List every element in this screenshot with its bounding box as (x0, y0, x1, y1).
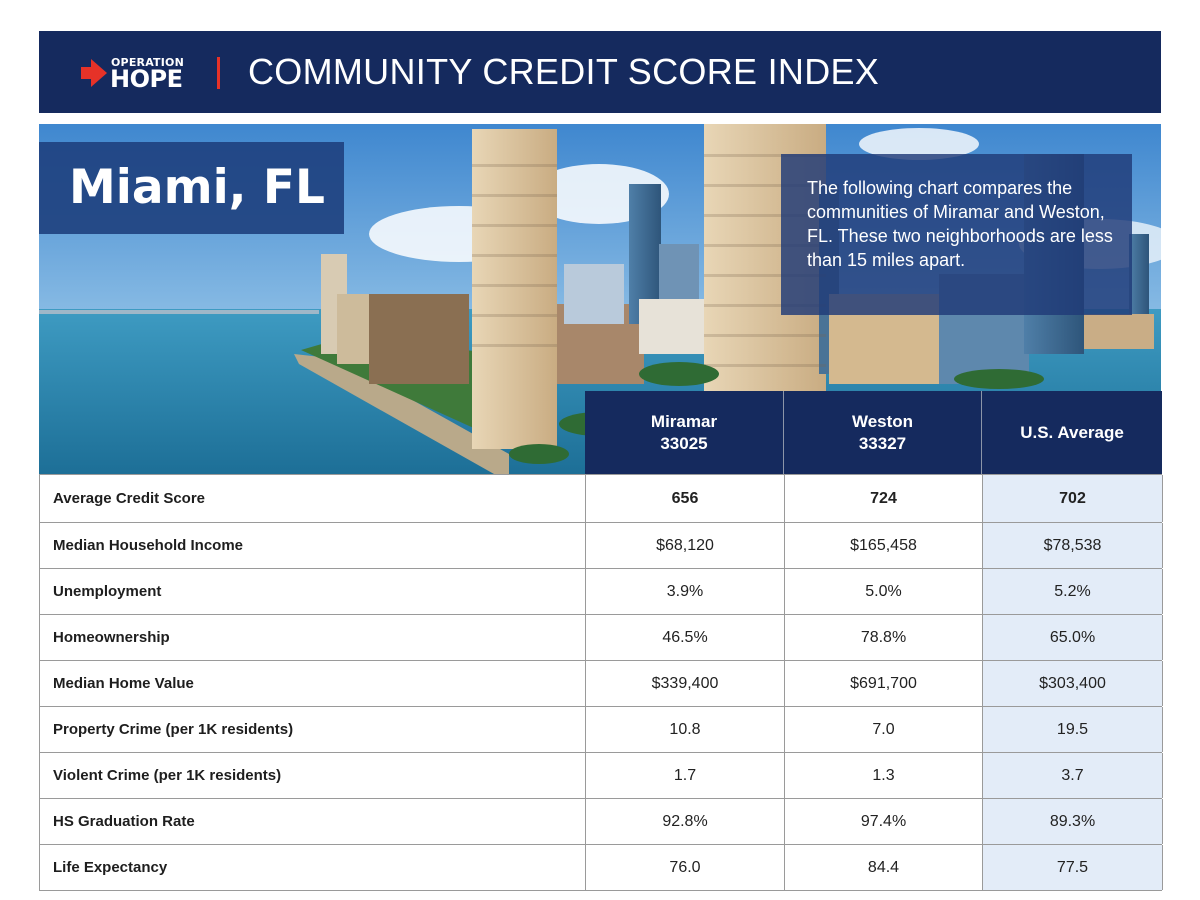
cell-weston: $691,700 (785, 661, 983, 706)
table-row: Property Crime (per 1K residents) 10.8 7… (40, 707, 1163, 753)
column-header-line2: 33327 (858, 433, 907, 453)
column-header-us-average: U.S. Average (982, 391, 1162, 474)
cell-miramar: 46.5% (586, 615, 785, 660)
page-title: COMMUNITY CREDIT SCORE INDEX (248, 51, 880, 92)
row-label: Average Credit Score (40, 475, 586, 522)
cell-us-average: $78,538 (983, 523, 1163, 568)
description-text: The following chart compares the communi… (807, 178, 1113, 270)
cell-weston: 78.8% (785, 615, 983, 660)
column-header-line2: 33025 (660, 433, 708, 453)
table-header: Miramar 33025 Weston 33327 U.S. Average (585, 391, 1162, 474)
cell-weston: 7.0 (785, 707, 983, 752)
cell-miramar: $68,120 (586, 523, 785, 568)
row-label: Median Home Value (40, 661, 586, 706)
city-label-box: Miami, FL (39, 142, 344, 234)
operation-hope-logo: OPERATION HOPE (81, 53, 201, 93)
column-header-miramar: Miramar 33025 (585, 391, 784, 474)
row-label: HS Graduation Rate (40, 799, 586, 844)
row-label: Violent Crime (per 1K residents) (40, 753, 586, 798)
column-header-weston: Weston 33327 (784, 391, 982, 474)
city-name: Miami, FL (69, 160, 325, 215)
cell-us-average: 65.0% (983, 615, 1163, 660)
cell-us-average: $303,400 (983, 661, 1163, 706)
logo-text-top: OPERATION (111, 56, 185, 69)
cell-weston: 1.3 (785, 753, 983, 798)
row-label: Unemployment (40, 569, 586, 614)
cell-us-average: 77.5 (983, 845, 1163, 890)
column-header-line1: Weston (851, 411, 914, 431)
cell-miramar: 656 (586, 475, 785, 522)
header-bar: OPERATION HOPE COMMUNITY CREDIT SCORE IN… (39, 31, 1161, 113)
cell-miramar: 1.7 (586, 753, 785, 798)
table-row: Homeownership 46.5% 78.8% 65.0% (40, 615, 1163, 661)
table-row: Median Home Value $339,400 $691,700 $303… (40, 661, 1163, 707)
cell-us-average: 89.3% (983, 799, 1163, 844)
row-label: Life Expectancy (40, 845, 586, 890)
table-row: Average Credit Score 656 724 702 (40, 474, 1163, 523)
cell-weston: $165,458 (785, 523, 983, 568)
row-label: Homeownership (40, 615, 586, 660)
cell-miramar: 3.9% (586, 569, 785, 614)
description-box: The following chart compares the communi… (781, 154, 1132, 315)
cell-weston: 84.4 (785, 845, 983, 890)
column-header-line1: U.S. Average (1020, 422, 1124, 442)
cell-miramar: $339,400 (586, 661, 785, 706)
row-label: Median Household Income (40, 523, 586, 568)
table-row: Unemployment 3.9% 5.0% 5.2% (40, 569, 1163, 615)
cell-us-average: 3.7 (983, 753, 1163, 798)
cell-weston: 97.4% (785, 799, 983, 844)
cell-miramar: 76.0 (586, 845, 785, 890)
table-body: Average Credit Score 656 724 702 Median … (39, 474, 1163, 891)
table-row: Life Expectancy 76.0 84.4 77.5 (40, 845, 1163, 891)
cell-weston: 724 (785, 475, 983, 522)
table-row: Median Household Income $68,120 $165,458… (40, 523, 1163, 569)
table-row: Violent Crime (per 1K residents) 1.7 1.3… (40, 753, 1163, 799)
cell-miramar: 10.8 (586, 707, 785, 752)
arrow-icon (81, 59, 107, 87)
cell-us-average: 19.5 (983, 707, 1163, 752)
cell-us-average: 702 (983, 475, 1163, 522)
header-divider (217, 57, 220, 89)
column-header-line1: Miramar (650, 411, 718, 431)
cell-weston: 5.0% (785, 569, 983, 614)
cell-miramar: 92.8% (586, 799, 785, 844)
logo-text-bottom: HOPE (110, 65, 183, 93)
cell-us-average: 5.2% (983, 569, 1163, 614)
row-label: Property Crime (per 1K residents) (40, 707, 586, 752)
table-row: HS Graduation Rate 92.8% 97.4% 89.3% (40, 799, 1163, 845)
